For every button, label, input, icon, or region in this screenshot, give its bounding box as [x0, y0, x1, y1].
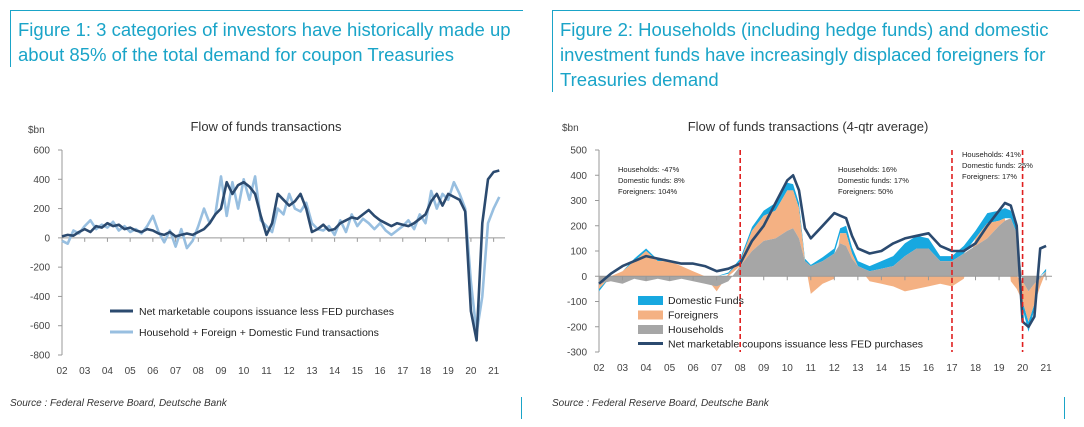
- y-tick-label: -100: [567, 297, 587, 308]
- x-tick-label: 10: [782, 363, 794, 374]
- x-tick-label: 13: [306, 366, 318, 377]
- legend-label: Foreigners: [668, 310, 718, 322]
- x-tick-label: 15: [352, 366, 364, 377]
- x-tick-label: 12: [829, 363, 841, 374]
- y-tick-label: 400: [570, 171, 587, 182]
- legend-swatch: [638, 296, 663, 305]
- x-tick-label: 07: [711, 363, 723, 374]
- x-tick-label: 11: [261, 366, 272, 377]
- figure-1-source: Source : Federal Reserve Board, Deutsche…: [10, 398, 227, 409]
- x-tick-label: 05: [125, 366, 137, 377]
- x-tick-label: 14: [876, 363, 888, 374]
- x-tick-label: 04: [641, 363, 653, 374]
- y-tick-label: 200: [33, 204, 50, 215]
- x-tick-label: 18: [970, 363, 982, 374]
- x-tick-label: 06: [147, 366, 159, 377]
- x-tick-label: 05: [664, 363, 676, 374]
- period-annotation: Households: 41%: [962, 150, 1021, 159]
- x-tick-label: 09: [758, 363, 770, 374]
- area-households: [599, 218, 1047, 292]
- y-tick-label: -800: [30, 351, 50, 362]
- x-tick-label: 21: [1041, 363, 1053, 374]
- figure-2-chart: Flow of funds transactions (4-qtr averag…: [562, 119, 1053, 374]
- x-tick-label: 14: [329, 366, 341, 377]
- x-tick-label: 03: [79, 366, 91, 377]
- x-tick-label: 16: [923, 363, 935, 374]
- figure-1-chart: Flow of funds transactions $bn 600 400 200 0 -…: [28, 119, 505, 377]
- legend-label: Domestic Funds: [668, 295, 744, 307]
- legend-swatch: [638, 325, 663, 334]
- y-tick-label: 400: [33, 175, 50, 186]
- figure-1-source-bar: [521, 397, 522, 419]
- x-tick-label: 18: [420, 366, 432, 377]
- x-tick-label: 13: [852, 363, 864, 374]
- x-tick-label: 19: [993, 363, 1005, 374]
- period-annotation: Households: -47%: [618, 165, 680, 174]
- x-tick-label: 19: [443, 366, 455, 377]
- figure-2-panel: Figure 2: Households (including hedge fu…: [542, 0, 1084, 427]
- x-tick-label: 02: [56, 366, 68, 377]
- chart-title: Flow of funds transactions: [190, 119, 342, 134]
- y-tick-label: 600: [33, 146, 50, 157]
- legend-label: Households: [668, 324, 723, 336]
- period-annotation: Domestic funds: 8%: [618, 176, 685, 185]
- x-tick-label: 02: [593, 363, 605, 374]
- period-annotation: Households: 16%: [838, 165, 897, 174]
- y-tick-label: 500: [570, 146, 587, 157]
- y-tick-label: -300: [567, 348, 587, 359]
- y-tick-label: 100: [570, 247, 587, 258]
- x-tick-label: 20: [465, 366, 477, 377]
- x-tick-label: 15: [899, 363, 911, 374]
- y-tick-label: -600: [30, 321, 50, 332]
- series-line-net-issuance: [598, 174, 1047, 329]
- x-tick-label: 04: [102, 366, 114, 377]
- y-tick-label: 300: [570, 196, 587, 207]
- chart-title: Flow of funds transactions (4-qtr averag…: [688, 119, 929, 134]
- period-annotation: Foreigners: 50%: [838, 187, 893, 196]
- period-annotation: Domestic funds: 25%: [962, 161, 1033, 170]
- y-tick-label: 200: [570, 221, 587, 232]
- x-tick-label: 17: [397, 366, 409, 377]
- x-tick-label: 03: [617, 363, 629, 374]
- figure-2-source: Source : Federal Reserve Board, Deutsche…: [552, 398, 769, 409]
- y-tick-label: -400: [30, 292, 50, 303]
- y-tick-label: 0: [44, 233, 50, 244]
- y-tick-label: -200: [567, 322, 587, 333]
- legend-label: Household + Foreign + Domestic Fund tran…: [139, 327, 379, 339]
- series-line-net-issuance: [61, 169, 500, 342]
- y-tick-label: 0: [581, 272, 587, 283]
- x-tick-label: 08: [193, 366, 205, 377]
- legend-label: Net marketable coupons issuance less FED…: [668, 339, 923, 351]
- x-tick-label: 17: [946, 363, 958, 374]
- legend-label: Net marketable coupons issuance less FED…: [139, 306, 394, 318]
- x-tick-label: 06: [688, 363, 700, 374]
- period-annotation: Domestic funds: 17%: [838, 176, 909, 185]
- x-tick-label: 12: [284, 366, 296, 377]
- figure-1-title: Figure 1: 3 categories of investors have…: [10, 10, 523, 67]
- x-tick-label: 21: [488, 366, 500, 377]
- figure-2-title: Figure 2: Households (including hedge fu…: [552, 10, 1080, 92]
- x-tick-label: 09: [215, 366, 227, 377]
- y-axis-label: $bn: [28, 125, 45, 136]
- x-tick-label: 20: [1017, 363, 1029, 374]
- figure-1-panel: Figure 1: 3 categories of investors have…: [0, 0, 532, 427]
- x-tick-label: 08: [735, 363, 747, 374]
- period-annotation: Foreigners: 104%: [618, 187, 678, 196]
- x-tick-label: 07: [170, 366, 182, 377]
- figure-2-source-bar: [1064, 397, 1065, 419]
- period-annotation: Foreigners: 17%: [962, 172, 1017, 181]
- x-tick-label: 11: [806, 363, 817, 374]
- legend-swatch: [638, 310, 663, 320]
- y-tick-label: -200: [30, 263, 50, 274]
- x-tick-label: 10: [238, 366, 250, 377]
- x-tick-label: 16: [374, 366, 386, 377]
- y-axis-label: $bn: [562, 123, 579, 134]
- area-domestic-funds: [599, 182, 1047, 332]
